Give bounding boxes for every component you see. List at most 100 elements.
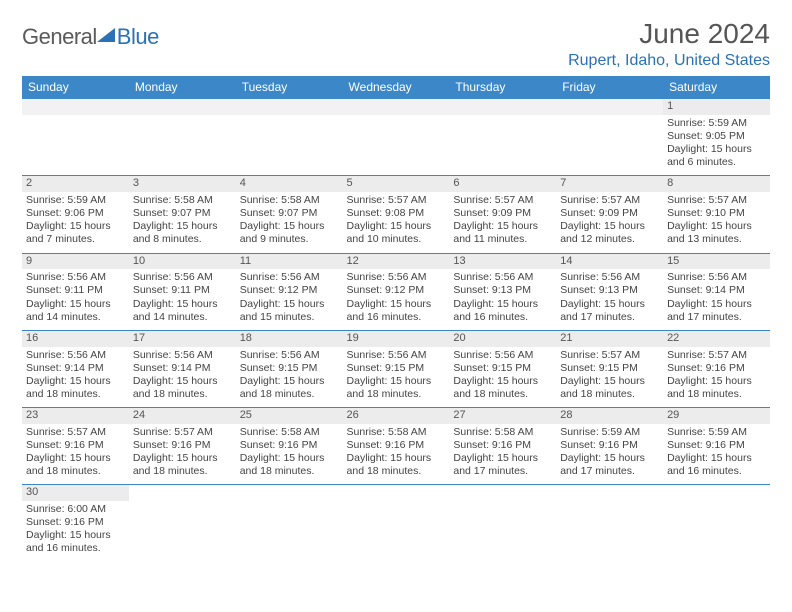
day-line: Sunrise: 5:58 AM	[240, 426, 339, 439]
daynum-cell: 28	[556, 408, 663, 424]
day-line: Sunrise: 5:59 AM	[667, 117, 766, 130]
day-info-cell: Sunrise: 5:59 AMSunset: 9:05 PMDaylight:…	[663, 115, 770, 176]
day-line: and 18 minutes.	[347, 388, 446, 401]
day-line: Sunrise: 5:57 AM	[347, 194, 446, 207]
day-line: and 7 minutes.	[26, 233, 125, 246]
day-number: 3	[133, 177, 139, 189]
daynum-cell	[129, 99, 236, 115]
day-line: Daylight: 15 hours	[667, 143, 766, 156]
day-line: and 14 minutes.	[26, 311, 125, 324]
day-info-cell	[449, 115, 556, 176]
daynum-cell: 3	[129, 176, 236, 192]
daynum-cell: 8	[663, 176, 770, 192]
day-line: Sunset: 9:13 PM	[453, 284, 552, 297]
day-line: Sunrise: 5:57 AM	[26, 426, 125, 439]
daynum-row: 1	[22, 99, 770, 115]
day-line: and 17 minutes.	[560, 311, 659, 324]
daynum-cell	[236, 485, 343, 501]
day-line: Sunset: 9:15 PM	[347, 362, 446, 375]
day-line: Sunset: 9:12 PM	[240, 284, 339, 297]
daynum-row: 23242526272829	[22, 408, 770, 424]
daynum-cell: 6	[449, 176, 556, 192]
day-line: and 13 minutes.	[667, 233, 766, 246]
day-info-cell: Sunrise: 5:57 AMSunset: 9:09 PMDaylight:…	[556, 192, 663, 253]
day-line: Sunset: 9:09 PM	[560, 207, 659, 220]
daynum-cell: 29	[663, 408, 770, 424]
day-line: Sunset: 9:16 PM	[667, 362, 766, 375]
day-info-cell: Sunrise: 5:56 AMSunset: 9:12 PMDaylight:…	[343, 269, 450, 330]
day-line: Sunrise: 5:56 AM	[133, 349, 232, 362]
info-row: Sunrise: 5:57 AMSunset: 9:16 PMDaylight:…	[22, 424, 770, 485]
day-number: 4	[240, 177, 246, 189]
daynum-row: 30	[22, 485, 770, 501]
day-line: Sunset: 9:12 PM	[347, 284, 446, 297]
day-number: 17	[133, 332, 145, 344]
day-line: Sunset: 9:11 PM	[26, 284, 125, 297]
day-line: Sunrise: 5:56 AM	[453, 271, 552, 284]
day-line: and 17 minutes.	[560, 465, 659, 478]
daynum-cell: 30	[22, 485, 129, 501]
day-number: 25	[240, 409, 252, 421]
day-info-cell	[556, 115, 663, 176]
day-line: Daylight: 15 hours	[560, 375, 659, 388]
day-line: Sunrise: 5:57 AM	[453, 194, 552, 207]
daynum-cell	[236, 99, 343, 115]
day-number: 14	[560, 255, 572, 267]
day-line: Sunrise: 5:57 AM	[667, 349, 766, 362]
day-line: Daylight: 15 hours	[667, 298, 766, 311]
daynum-cell: 27	[449, 408, 556, 424]
daynum-cell	[556, 485, 663, 501]
day-info-cell	[129, 501, 236, 562]
day-line: Sunrise: 5:56 AM	[347, 349, 446, 362]
daynum-cell	[663, 485, 770, 501]
weekday-header: Friday	[556, 76, 663, 99]
day-line: Sunset: 9:05 PM	[667, 130, 766, 143]
daynum-cell: 11	[236, 253, 343, 269]
daynum-cell	[449, 485, 556, 501]
day-line: Daylight: 15 hours	[560, 298, 659, 311]
day-line: and 18 minutes.	[26, 465, 125, 478]
daynum-cell: 10	[129, 253, 236, 269]
day-info-cell: Sunrise: 5:57 AMSunset: 9:09 PMDaylight:…	[449, 192, 556, 253]
day-line: and 9 minutes.	[240, 233, 339, 246]
day-line: Daylight: 15 hours	[240, 220, 339, 233]
day-line: Sunrise: 5:58 AM	[240, 194, 339, 207]
day-number: 30	[26, 486, 38, 498]
day-line: Sunrise: 5:56 AM	[560, 271, 659, 284]
day-line: Sunset: 9:16 PM	[667, 439, 766, 452]
day-number: 24	[133, 409, 145, 421]
day-number: 11	[240, 255, 251, 267]
header: GeneralBlue June 2024 Rupert, Idaho, Uni…	[22, 18, 770, 70]
info-row: Sunrise: 5:56 AMSunset: 9:14 PMDaylight:…	[22, 347, 770, 408]
day-number: 15	[667, 255, 679, 267]
day-number: 22	[667, 332, 679, 344]
day-info-cell: Sunrise: 5:58 AMSunset: 9:07 PMDaylight:…	[236, 192, 343, 253]
day-line: and 8 minutes.	[133, 233, 232, 246]
day-info-cell: Sunrise: 5:58 AMSunset: 9:16 PMDaylight:…	[343, 424, 450, 485]
daynum-cell: 20	[449, 330, 556, 346]
day-line: and 18 minutes.	[667, 388, 766, 401]
day-info-cell	[236, 501, 343, 562]
daynum-row: 16171819202122	[22, 330, 770, 346]
day-info-cell: Sunrise: 5:56 AMSunset: 9:11 PMDaylight:…	[22, 269, 129, 330]
day-line: Sunset: 9:14 PM	[133, 362, 232, 375]
day-number: 8	[667, 177, 673, 189]
daynum-cell	[343, 99, 450, 115]
day-info-cell	[556, 501, 663, 562]
day-line: Sunrise: 5:58 AM	[133, 194, 232, 207]
day-line: Daylight: 15 hours	[347, 298, 446, 311]
day-line: Daylight: 15 hours	[347, 220, 446, 233]
day-info-cell: Sunrise: 5:59 AMSunset: 9:16 PMDaylight:…	[556, 424, 663, 485]
day-number: 2	[26, 177, 32, 189]
day-line: Sunrise: 5:59 AM	[26, 194, 125, 207]
day-line: Daylight: 15 hours	[26, 529, 125, 542]
info-row: Sunrise: 5:56 AM Sunset: 9:11 PM Daylight:…	[22, 269, 770, 330]
day-info-cell: Sunrise: 5:57 AMSunset: 9:16 PMDaylight:…	[129, 424, 236, 485]
day-line: Sunset: 9:07 PM	[133, 207, 232, 220]
day-info-cell: Sunrise: 5:57 AMSunset: 9:16 PMDaylight:…	[663, 347, 770, 408]
day-info-cell: Sunrise: 5:56 AMSunset: 9:14 PMDaylight:…	[663, 269, 770, 330]
day-info-cell: Sunrise: 5:58 AMSunset: 9:16 PMDaylight:…	[449, 424, 556, 485]
daynum-cell: 7	[556, 176, 663, 192]
day-line: Sunrise: 5:56 AM	[26, 349, 125, 362]
day-info-cell: Sunrise: 5:56 AMSunset: 9:11 PMDaylight:…	[129, 269, 236, 330]
